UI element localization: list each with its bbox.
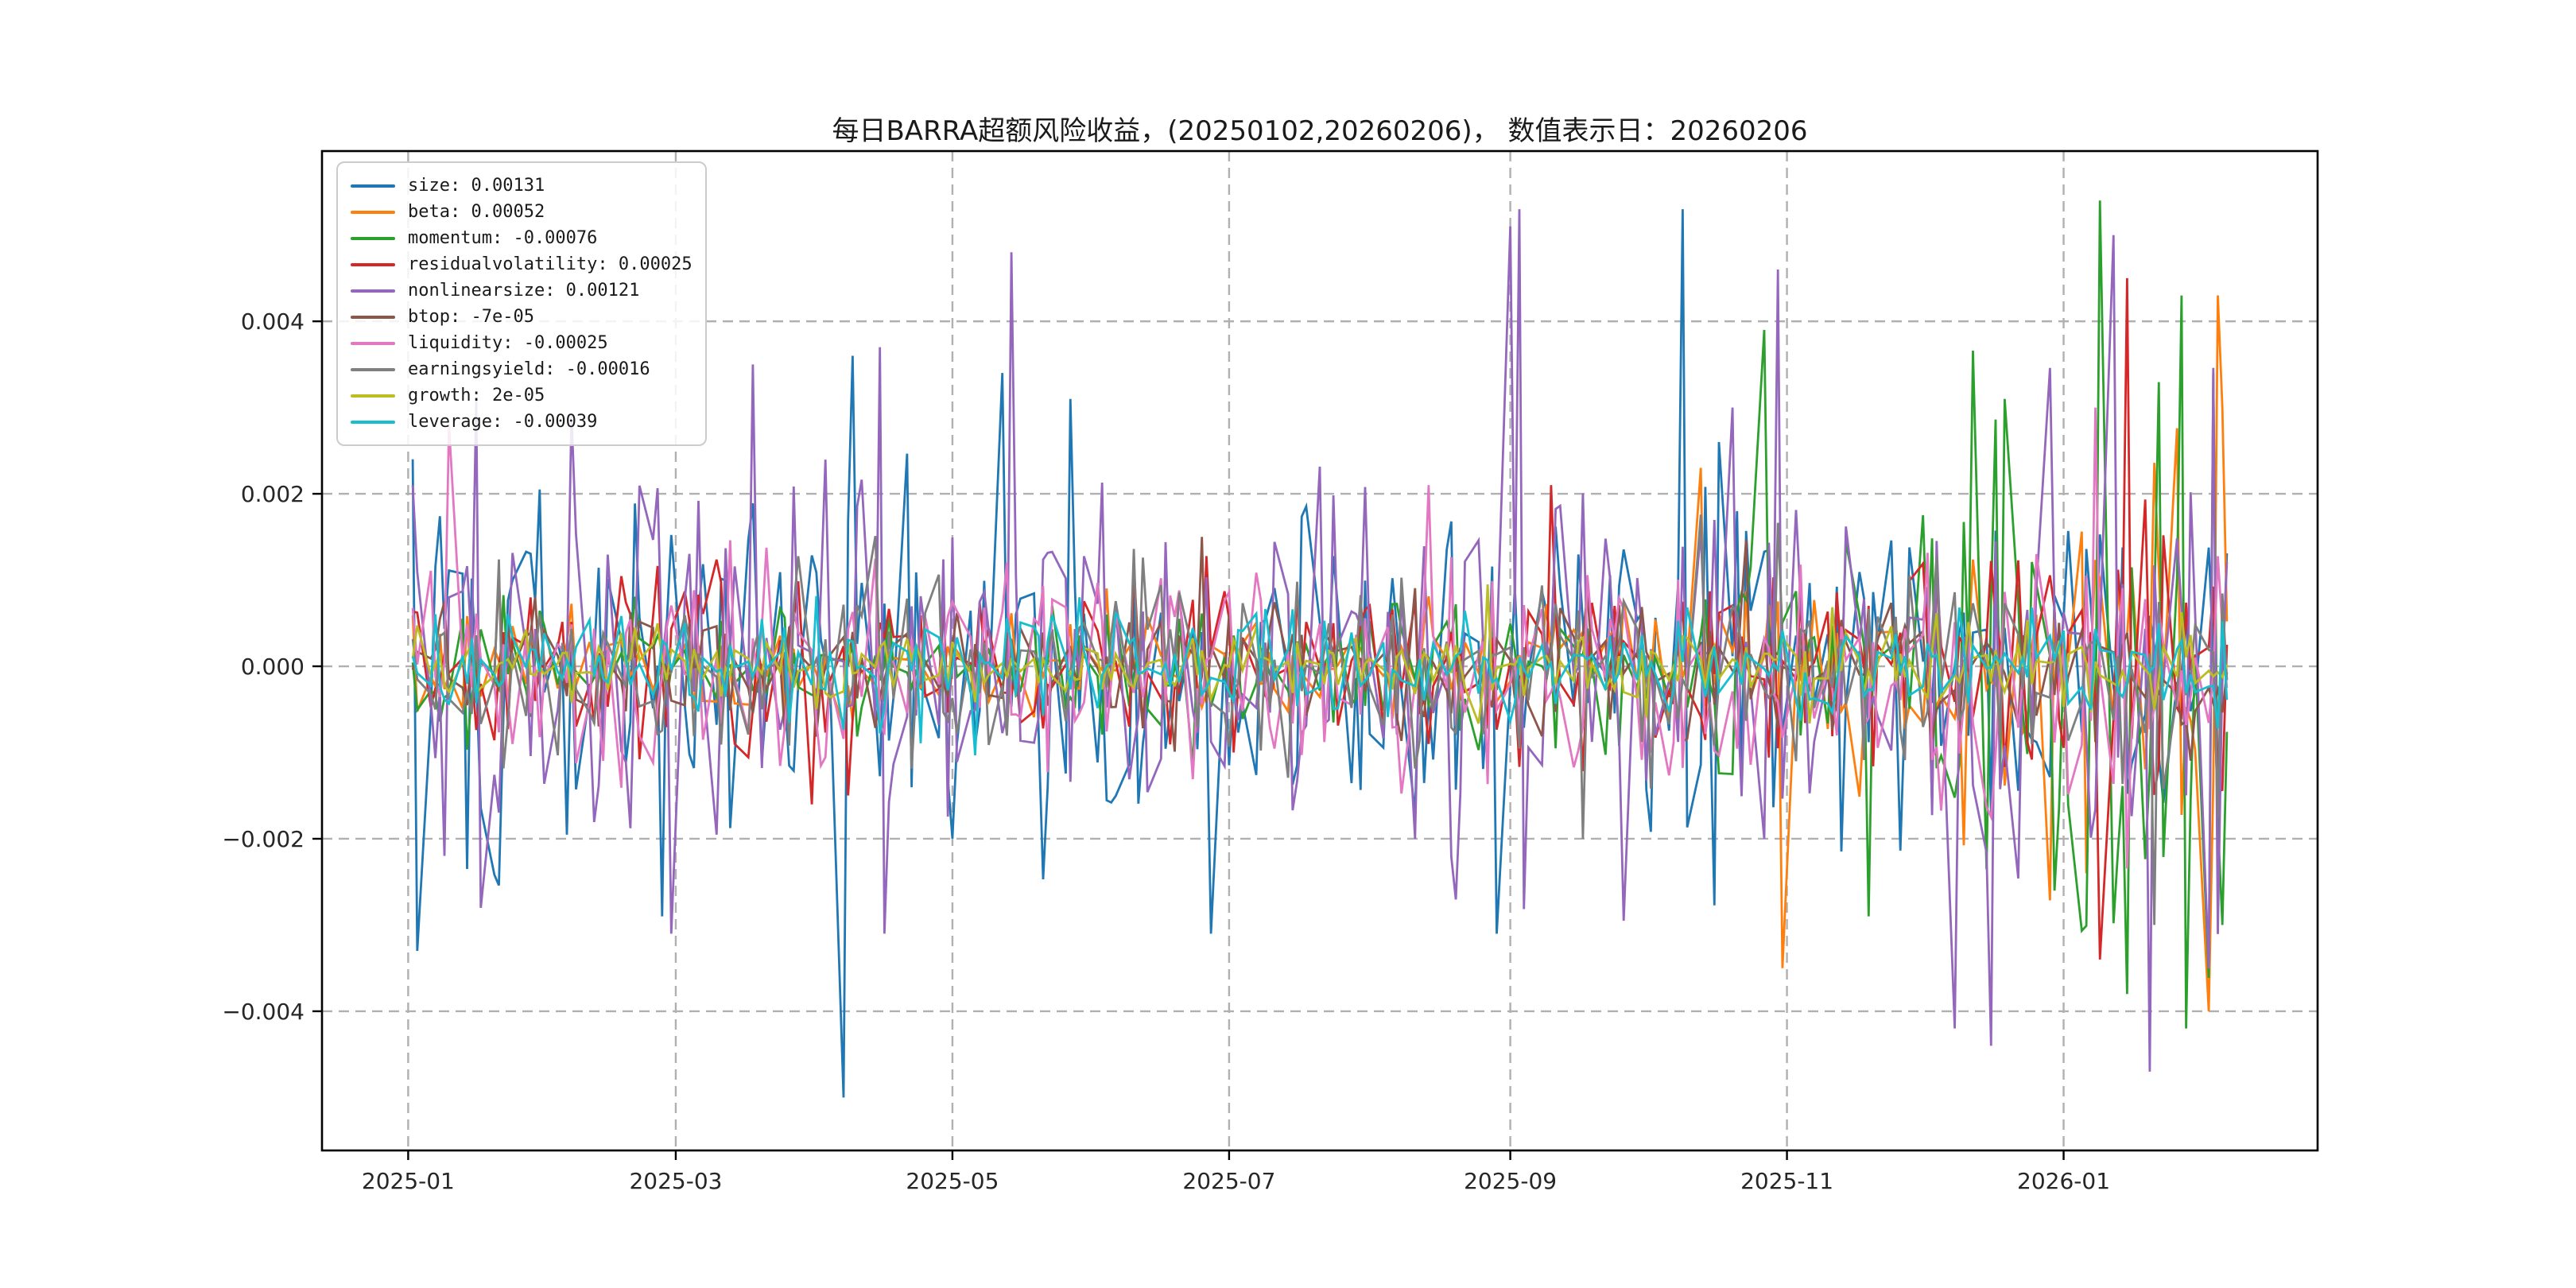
legend-line-swatch	[351, 341, 395, 345]
x-tick-label: 2025-03	[629, 1168, 722, 1194]
legend-item-liquidity: liquidity: -0.00025	[351, 330, 692, 356]
legend-item-label: leverage: -0.00039	[408, 412, 598, 432]
x-tick-label: 2025-01	[362, 1168, 455, 1194]
series-line-growth	[411, 584, 2229, 724]
legend-line-swatch	[351, 315, 395, 319]
legend-item-size: size: 0.00131	[351, 173, 692, 199]
legend-line-swatch	[351, 184, 395, 188]
legend-item-label: size: 0.00131	[408, 176, 545, 196]
x-tick-label: 2025-09	[1464, 1168, 1557, 1194]
series-line-leverage	[411, 596, 2229, 756]
x-tick-label: 2025-05	[906, 1168, 999, 1194]
y-tick-label: 0.000	[241, 654, 305, 680]
legend-item-label: growth: 2e-05	[408, 386, 545, 405]
x-tick-label: 2026-01	[2017, 1168, 2110, 1194]
legend-line-swatch	[351, 394, 395, 398]
legend-line-swatch	[351, 367, 395, 371]
legend-item-nonlinearsize: nonlinearsize: 0.00121	[351, 277, 692, 304]
legend: size: 0.00131 beta: 0.00052 momentum: -0.0…	[336, 161, 707, 446]
legend-item-momentum: momentum: -0.00076	[351, 225, 692, 251]
legend-line-swatch	[351, 420, 395, 424]
legend-item-residualvolatility: residualvolatility: 0.00025	[351, 251, 692, 277]
legend-item-label: momentum: -0.00076	[408, 228, 598, 248]
legend-item-label: liquidity: -0.00025	[408, 333, 608, 353]
legend-item-label: nonlinearsize: 0.00121	[408, 281, 640, 301]
chart-title: 每日BARRA超额风险收益，(20250102,20260206)， 数值表示日…	[832, 115, 1807, 147]
legend-item-label: residualvolatility: 0.00025	[408, 254, 692, 274]
series-line-liquidity	[411, 407, 2229, 869]
legend-item-growth: growth: 2e-05	[351, 382, 692, 409]
legend-item-beta: beta: 0.00052	[351, 199, 692, 225]
legend-item-earningsyield: earningsyield: -0.00016	[351, 356, 692, 382]
y-tick-label: −0.004	[222, 999, 305, 1025]
x-tick-label: 2025-07	[1182, 1168, 1275, 1194]
plot-border	[320, 149, 2319, 1152]
legend-line-swatch	[351, 236, 395, 240]
y-tick-label: 0.004	[241, 308, 305, 335]
legend-item-label: btop: -7e-05	[408, 307, 534, 327]
legend-line-swatch	[351, 289, 395, 293]
y-tick-label: −0.002	[222, 826, 305, 852]
legend-item-label: beta: 0.00052	[408, 202, 545, 222]
legend-line-swatch	[351, 262, 395, 266]
y-tick-label: 0.002	[241, 481, 305, 507]
legend-line-swatch	[351, 210, 395, 214]
legend-item-label: earningsyield: -0.00016	[408, 359, 650, 379]
legend-item-leverage: leverage: -0.00039	[351, 409, 692, 435]
legend-item-btop: btop: -7e-05	[351, 304, 692, 330]
x-tick-label: 2025-11	[1740, 1168, 1833, 1194]
